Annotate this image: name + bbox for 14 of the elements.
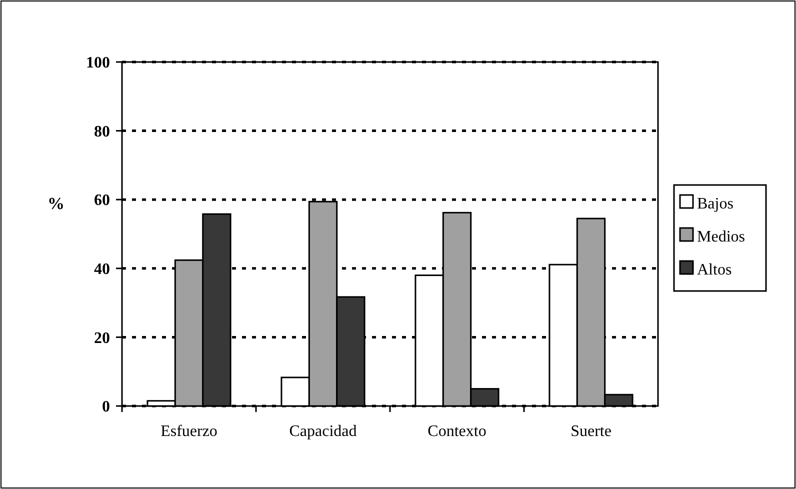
- x-tick-label: Esfuerzo: [160, 423, 218, 440]
- x-tick-label: Contexto: [428, 423, 486, 440]
- legend-label: Altos: [697, 262, 732, 279]
- legend-label: Bajos: [697, 196, 734, 213]
- legend-label: Medios: [697, 228, 745, 246]
- y-axis-title: %: [48, 194, 64, 213]
- x-tick-label: Suerte: [570, 423, 612, 440]
- y-tick-label: 0: [102, 398, 110, 416]
- x-tick-label: Capacidad: [289, 423, 357, 440]
- y-tick-label: 40: [94, 261, 110, 278]
- y-tick-label: 100: [86, 54, 110, 72]
- y-tick-label: 60: [94, 192, 110, 210]
- y-tick-label: 80: [94, 123, 110, 140]
- y-tick-label: 20: [94, 330, 110, 347]
